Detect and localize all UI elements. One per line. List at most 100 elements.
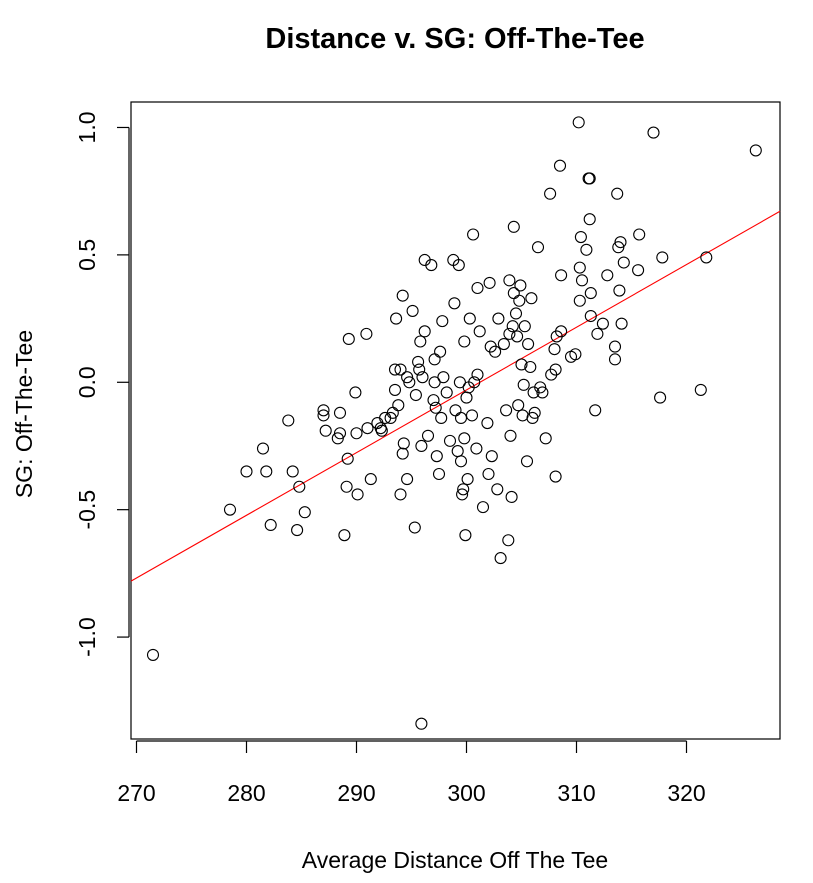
data-point xyxy=(507,220,520,233)
data-point xyxy=(406,304,419,317)
data-point xyxy=(608,340,622,353)
data-point xyxy=(492,312,505,325)
data-point xyxy=(516,409,529,422)
data-point xyxy=(497,338,510,351)
data-point xyxy=(612,241,625,254)
data-point xyxy=(504,429,517,442)
data-point xyxy=(583,172,596,185)
data-point xyxy=(573,261,586,274)
x-axis: 270 280 290 300 310 320 xyxy=(117,740,706,806)
data-point xyxy=(583,213,596,226)
data-point xyxy=(264,518,277,532)
data-point xyxy=(340,480,353,493)
data-point xyxy=(468,376,481,389)
data-point xyxy=(513,294,526,307)
data-point xyxy=(614,236,627,249)
data-point xyxy=(416,371,429,384)
data-point xyxy=(396,289,409,302)
data-point xyxy=(418,325,431,338)
data-point xyxy=(458,335,471,348)
data-point xyxy=(656,251,669,264)
data-point xyxy=(584,309,597,323)
data-point xyxy=(509,307,523,320)
x-tick-label: 270 xyxy=(117,780,155,806)
data-point xyxy=(384,411,397,425)
data-point xyxy=(555,325,568,338)
data-point xyxy=(319,424,332,437)
data-point xyxy=(539,432,552,445)
data-point xyxy=(473,325,486,338)
data-point xyxy=(282,414,295,427)
data-point xyxy=(749,144,762,157)
data-point xyxy=(427,394,440,407)
data-point xyxy=(409,388,422,402)
data-point xyxy=(449,404,462,417)
data-point xyxy=(522,338,535,351)
data-point xyxy=(476,501,490,514)
data-point xyxy=(396,447,409,460)
chart-title: Distance v. SG: Off-The-Tee xyxy=(265,23,644,55)
x-tick-label: 280 xyxy=(227,780,265,806)
data-point xyxy=(434,345,447,358)
data-point xyxy=(574,230,587,244)
data-point xyxy=(573,294,586,307)
data-point xyxy=(555,269,568,282)
data-point xyxy=(591,327,604,340)
data-point xyxy=(482,467,495,481)
data-point xyxy=(511,330,524,343)
data-point xyxy=(483,276,496,289)
data-point xyxy=(331,432,344,445)
data-point xyxy=(432,467,446,481)
data-point xyxy=(503,274,516,287)
data-point xyxy=(361,422,374,435)
data-point xyxy=(333,406,347,419)
data-points xyxy=(146,116,762,730)
data-point xyxy=(408,521,421,534)
data-point xyxy=(453,376,466,389)
trend-line-group xyxy=(130,210,781,582)
data-point xyxy=(481,416,494,430)
data-point xyxy=(580,243,593,256)
data-point xyxy=(428,353,441,366)
data-point xyxy=(589,404,602,417)
y-tick-label: 1.0 xyxy=(74,111,100,143)
data-point xyxy=(514,279,527,292)
data-point xyxy=(549,470,562,483)
data-point xyxy=(291,524,304,537)
x-tick-label: 290 xyxy=(337,780,375,806)
data-point xyxy=(260,465,273,478)
y-axis: -1.0 -0.5 0.0 0.5 1.0 xyxy=(74,111,130,657)
data-point xyxy=(700,251,713,264)
data-point xyxy=(443,434,457,447)
data-point xyxy=(256,442,270,455)
data-point xyxy=(461,473,474,486)
data-point xyxy=(452,259,465,272)
data-point xyxy=(654,391,667,404)
data-point xyxy=(465,409,479,422)
data-point xyxy=(494,552,507,565)
data-point xyxy=(457,483,470,496)
data-point xyxy=(584,287,597,300)
data-point xyxy=(520,455,534,468)
data-point xyxy=(569,348,582,361)
data-point xyxy=(534,381,547,394)
data-point xyxy=(463,312,476,325)
data-point xyxy=(489,345,502,358)
data-point xyxy=(430,450,443,463)
data-point xyxy=(223,503,237,516)
data-point xyxy=(341,452,354,465)
data-point xyxy=(415,439,428,453)
data-point xyxy=(397,437,410,450)
data-point xyxy=(394,363,407,376)
data-point xyxy=(505,490,518,503)
data-point xyxy=(388,383,402,396)
x-tick-label: 310 xyxy=(557,780,595,806)
data-point xyxy=(459,529,472,542)
data-point xyxy=(500,404,513,417)
data-point xyxy=(526,411,539,425)
data-point xyxy=(454,455,468,468)
x-axis-title: Average Distance Off The Tee xyxy=(302,847,608,873)
data-point xyxy=(392,399,405,412)
data-point xyxy=(437,371,450,384)
data-point xyxy=(436,315,449,328)
